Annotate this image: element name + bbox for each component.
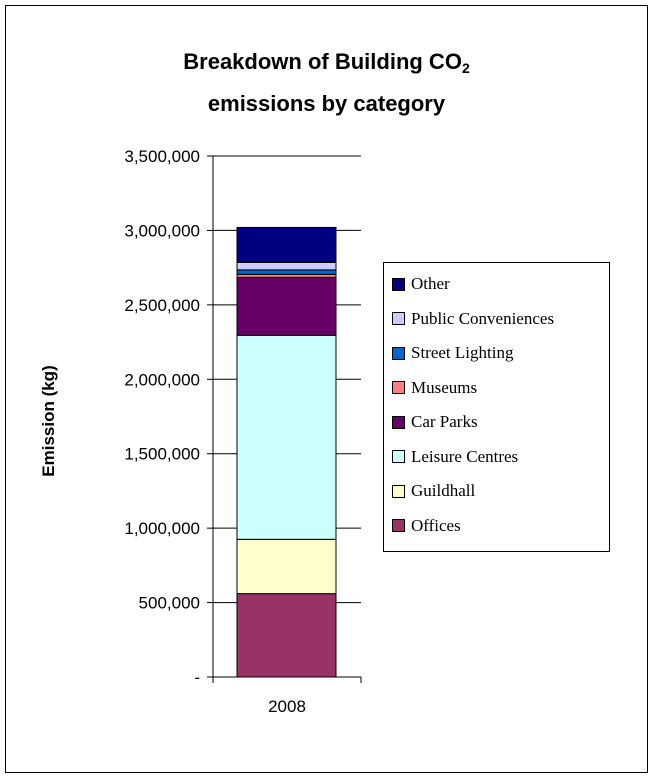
- title-line-2: emissions by category: [207, 91, 446, 116]
- legend-label: Public Conveniences: [411, 308, 555, 328]
- legend-swatch: [392, 312, 405, 325]
- legend-item: Street Lighting: [392, 343, 513, 363]
- bar-segment: [236, 276, 337, 336]
- legend-item: Offices: [392, 516, 461, 536]
- y-tick-label: 1,500,000: [124, 445, 200, 464]
- bar-segment: [236, 269, 337, 275]
- legend-item: Other: [392, 274, 450, 294]
- legend-item: Public Conveniences: [392, 309, 554, 329]
- legend-label: Other: [411, 274, 450, 293]
- legend: Other Public Conveniences Street Lighting M…: [383, 262, 610, 552]
- legend-swatch: [392, 381, 405, 394]
- bar-segment: [236, 334, 337, 540]
- legend-swatch: [392, 277, 405, 291]
- legend-label: Street Lighting: [411, 343, 514, 362]
- y-tick-label: 2,500,000: [124, 296, 200, 315]
- legend-swatch: [392, 415, 405, 429]
- legend-label: Offices: [411, 515, 461, 535]
- legend-swatch: [392, 450, 405, 463]
- legend-swatch: [392, 484, 405, 498]
- legend-label: Museums: [411, 377, 478, 397]
- y-tick-label: 2,000,000: [124, 370, 200, 389]
- legend-label: Leisure Centres: [411, 446, 519, 466]
- x-tick-label: 2008: [268, 697, 306, 716]
- legend-swatch: [392, 519, 405, 532]
- y-tick-label: -: [194, 668, 200, 687]
- y-tick-label: 500,000: [139, 594, 200, 613]
- legend-item: Leisure Centres: [392, 447, 518, 467]
- y-tick-label: 3,500,000: [124, 147, 200, 166]
- legend-item: Museums: [392, 378, 477, 398]
- title-subscript: 2: [461, 60, 470, 76]
- legend-label: Guildhall: [411, 481, 476, 500]
- legend-label: Car Parks: [411, 412, 478, 431]
- bar-segment: [236, 261, 337, 271]
- bar-segment: [236, 593, 337, 678]
- chart-title: Breakdown of Building CO2 emissions by c…: [6, 44, 647, 122]
- legend-item: Car Parks: [392, 412, 478, 432]
- legend-item: Guildhall: [392, 481, 475, 501]
- y-tick-label: 1,000,000: [124, 519, 200, 538]
- y-tick-label: 3,000,000: [124, 221, 200, 240]
- title-line-1: Breakdown of Building CO: [183, 49, 462, 74]
- bar-segment: [236, 538, 337, 595]
- bar-segment: [236, 226, 337, 263]
- legend-swatch: [392, 346, 405, 360]
